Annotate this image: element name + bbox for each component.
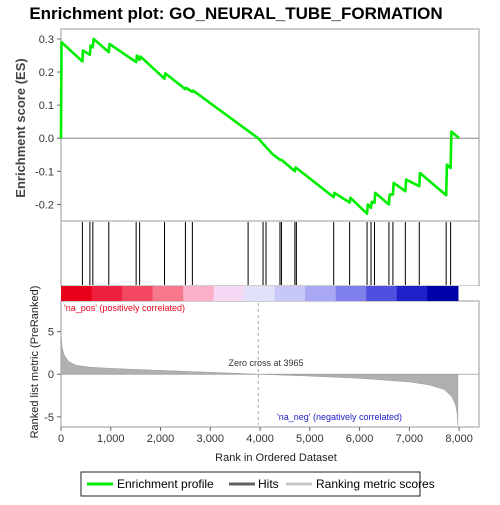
metric-y-tick-label: -5: [44, 412, 54, 424]
es-y-tick-label: 0.1: [39, 100, 54, 112]
es-y-tick-label: -0.1: [35, 166, 54, 178]
ranked-metric-y-axis-label: Ranked list metric (PreRanked): [29, 286, 41, 439]
x-tick-label: 6,000: [346, 433, 374, 445]
legend: Enrichment profile Hits Ranking metric s…: [80, 471, 435, 497]
color-bar-segment: [335, 286, 367, 301]
enrichment-profile-line: [59, 37, 460, 215]
x-tick-label: 2,000: [147, 433, 175, 445]
color-bar-segment: [61, 286, 93, 301]
color-bar-segment: [213, 286, 245, 301]
color-bar-segment: [427, 286, 459, 301]
es-y-tick-label: 0.0: [39, 133, 54, 145]
x-tick-label: 7,000: [396, 433, 424, 445]
es-y-tick-label: 0.2: [39, 67, 54, 79]
color-bar-segment: [152, 286, 184, 301]
es-y-tick-label: -0.2: [35, 199, 54, 211]
metric-y-tick-label: 0: [48, 369, 54, 381]
color-bar-segment: [122, 286, 154, 301]
ranked-metric-panel-frame: [60, 300, 480, 428]
color-bar-segment: [366, 286, 398, 301]
enrichment-panel-frame: [60, 28, 480, 222]
enrichment-y-axis-label: Enrichment score (ES): [13, 58, 28, 197]
ranked-metric-y-axis: -5 0 5: [44, 327, 61, 424]
x-tick-label: 5,000: [296, 433, 324, 445]
color-bar: [61, 286, 459, 301]
rank-x-axis-label: Rank in Ordered Dataset: [215, 452, 337, 464]
color-bar-segment: [396, 286, 428, 301]
x-tick-label: 3,000: [197, 433, 225, 445]
rank-x-axis: 0 1,000 2,000 3,000 4,000 5,000 6,000 7,000 8,00…: [58, 427, 473, 445]
ranked-metric-layer: [60, 303, 479, 426]
hits-panel-frame: [60, 220, 480, 287]
color-bar-segment: [91, 286, 123, 301]
x-tick-label: 4,000: [246, 433, 274, 445]
color-bar-segment: [244, 286, 276, 301]
hits-layer: [81, 222, 452, 285]
color-bar-segment: [305, 286, 337, 301]
x-tick-label: 1,000: [97, 433, 125, 445]
zero-cross-annotation: Zero cross at 3965: [228, 358, 303, 368]
color-bar-segment: [183, 286, 215, 301]
negative-correlation-label: 'na_neg' (negatively correlated): [277, 412, 402, 422]
legend-label-enrichment-profile: Enrichment profile: [117, 477, 214, 491]
legend-label-hits: Hits: [258, 477, 279, 491]
es-y-tick-label: 0.3: [39, 34, 54, 46]
x-tick-label: 8,000: [445, 433, 473, 445]
color-bar-segment: [274, 286, 306, 301]
ranking-metric-area: [60, 331, 459, 426]
metric-y-tick-label: 5: [48, 327, 54, 339]
positive-correlation-label: 'na_pos' (positively correlated): [64, 303, 185, 313]
enrichment-profile-layer: [59, 37, 460, 215]
chart-title: Enrichment plot: GO_NEURAL_TUBE_FORMATIO…: [29, 4, 442, 23]
legend-label-ranking-metric: Ranking metric scores: [316, 477, 435, 491]
x-tick-label: 0: [58, 433, 64, 445]
enrichment-y-axis: -0.2 -0.1 0.0 0.1 0.2 0.3: [35, 34, 61, 211]
